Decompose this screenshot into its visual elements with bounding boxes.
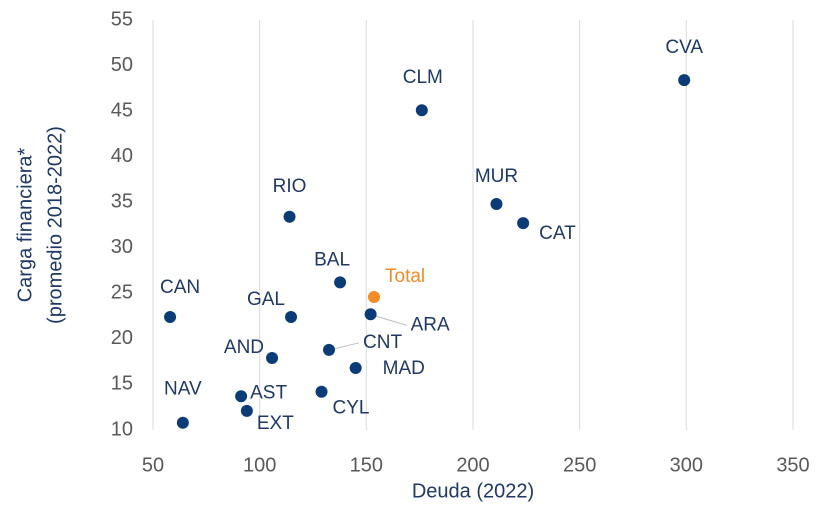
point-label: CVA [665, 37, 703, 58]
point-label: EXT [257, 413, 294, 434]
point [490, 198, 503, 211]
point [315, 385, 328, 398]
y-tick-label: 55 [111, 8, 133, 30]
point [285, 311, 298, 324]
point [266, 352, 279, 365]
y-tick-label: 35 [111, 191, 133, 213]
point-label: RIO [273, 176, 307, 197]
x-tick-label: 100 [243, 454, 276, 476]
y-axis-label: (promedio 2018-2022) [44, 126, 66, 324]
point [349, 362, 362, 375]
y-tick-label: 15 [111, 373, 133, 395]
point-label: CAN [160, 277, 200, 298]
point-label: BAL [314, 249, 350, 270]
x-tick-label: 200 [456, 454, 489, 476]
point [283, 210, 296, 223]
point-label: CNT [363, 332, 402, 353]
point [517, 217, 530, 230]
point [235, 390, 248, 403]
y-tick-label: 45 [111, 99, 133, 121]
x-axis-label: Deuda (2022) [412, 480, 534, 502]
y-tick-label: 40 [111, 145, 133, 167]
point-label: MUR [475, 166, 518, 187]
point-label: MAD [383, 358, 425, 379]
y-tick-label: 10 [111, 418, 133, 440]
y-tick-label: 30 [111, 236, 133, 258]
point [364, 308, 377, 321]
point [334, 276, 347, 289]
point [164, 311, 177, 324]
point-label: CYL [333, 398, 370, 419]
point-label: CAT [539, 223, 576, 244]
point-label: CLM [403, 67, 443, 88]
x-tick-label: 150 [350, 454, 383, 476]
x-tick-label: 350 [776, 454, 809, 476]
point-label: ARA [411, 314, 450, 335]
point-label: AND [224, 337, 264, 358]
y-axis-label: Carga financiera* [14, 148, 36, 303]
point [323, 343, 335, 356]
point [415, 104, 428, 117]
point-label: GAL [247, 289, 285, 310]
y-tick-label: 50 [111, 54, 133, 76]
y-tick-label: 25 [111, 282, 133, 304]
point [368, 290, 381, 303]
point [240, 404, 253, 417]
x-tick-label: 250 [563, 454, 596, 476]
point [176, 416, 189, 429]
x-tick-label: 300 [670, 454, 703, 476]
point-label: NAV [164, 379, 202, 400]
point-label: AST [250, 382, 287, 403]
point-label: Total [385, 266, 425, 287]
y-tick-label: 20 [111, 327, 133, 349]
point [678, 74, 691, 87]
x-tick-label: 50 [142, 454, 164, 476]
